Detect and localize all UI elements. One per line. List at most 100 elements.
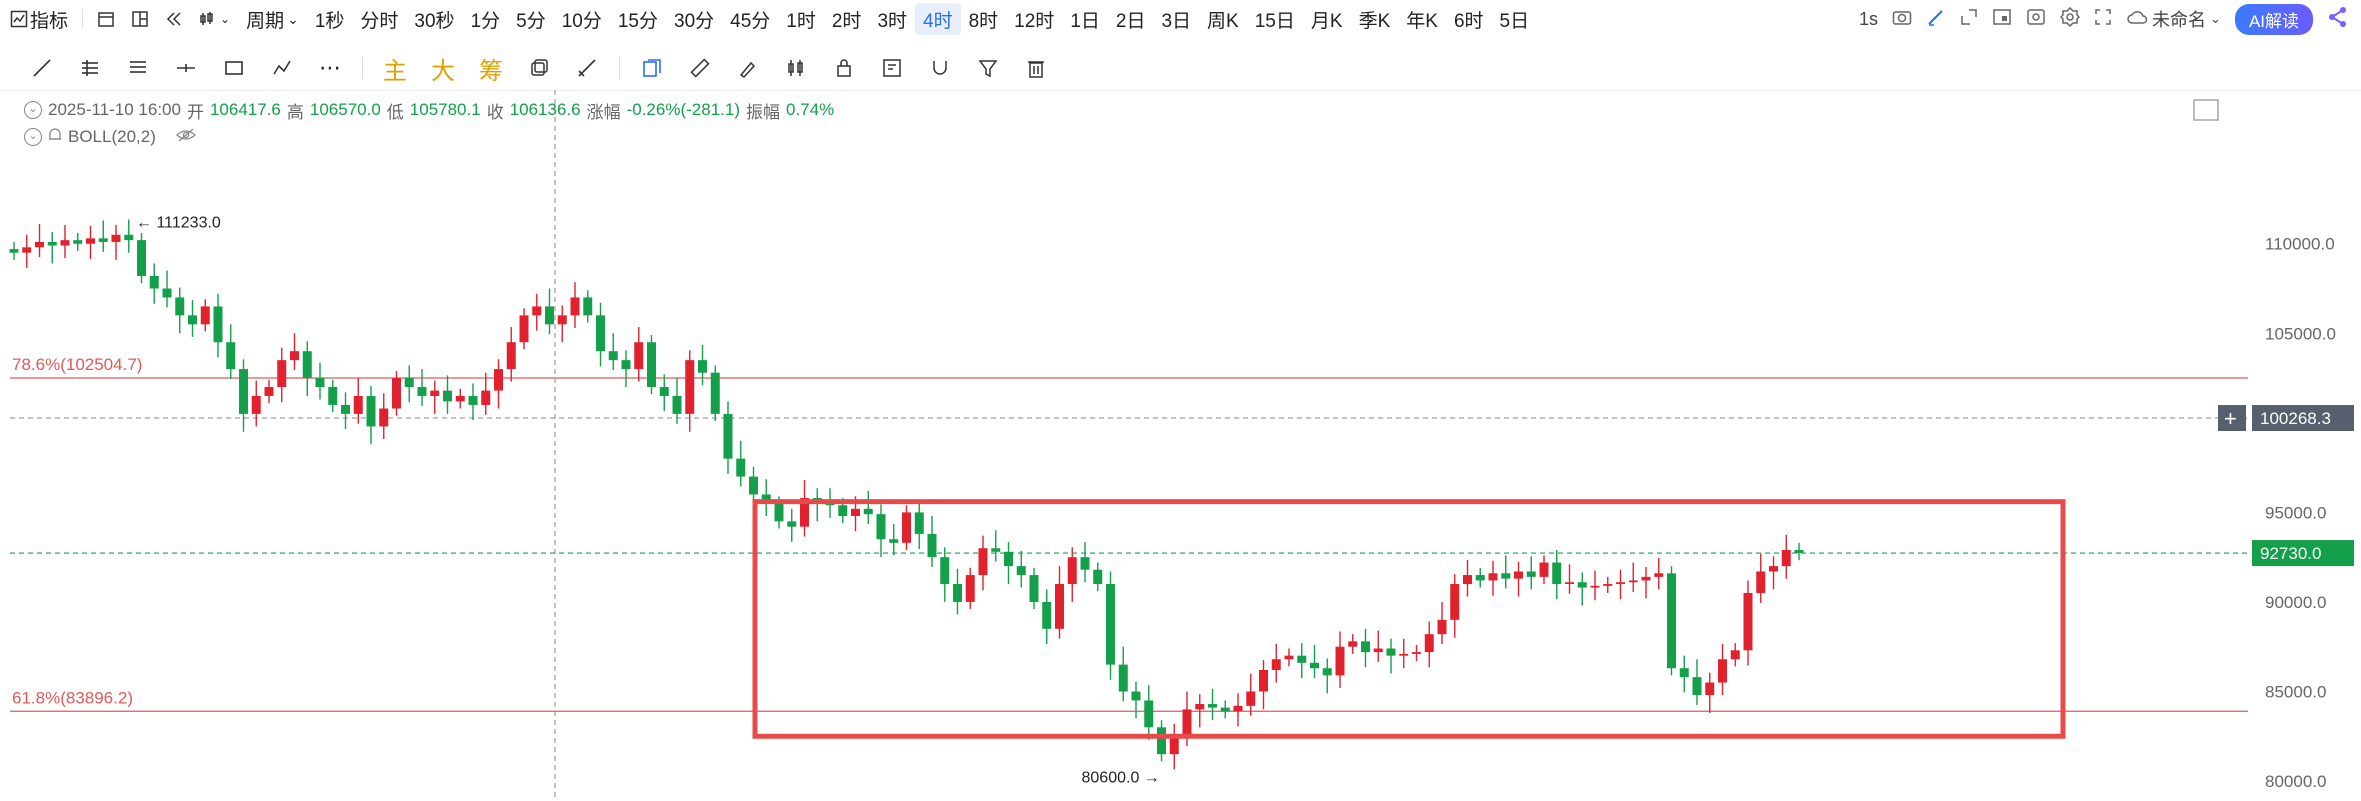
filter-icon[interactable] [964,50,1012,86]
candle-body [341,404,350,414]
candle-body [1016,566,1026,576]
indicator-button[interactable]: 指标 [0,0,76,38]
period-tab[interactable]: 2时 [831,10,862,32]
ohlc-icon[interactable] [772,50,820,86]
chart-expand-icon [2193,99,2219,121]
period-tab[interactable]: 周K [1207,10,1239,32]
candle-body [927,533,937,558]
candle-body [494,369,503,391]
candlestick-chart[interactable]: 110000.0105000.0100000.095000.090000.085… [0,90,2361,801]
compare-icon[interactable] [1992,8,2012,31]
magnet-icon[interactable] [916,50,964,86]
chip-distribution-toggle[interactable]: 筹 [479,57,503,85]
period-dropdown[interactable]: 周期 ⌄ [238,0,307,38]
candle-body [851,508,860,516]
candle-body [647,342,656,388]
parallel-channel-icon[interactable] [66,50,114,86]
candle-body [1565,582,1574,585]
divider [82,9,84,29]
candle-body [1195,704,1205,710]
more-tools-icon[interactable]: ⋯ [319,55,341,80]
period-tab[interactable]: 12时 [1014,10,1055,32]
horizontal-line-icon[interactable] [162,50,210,86]
candle-body [175,297,185,316]
period-tab[interactable]: 3日 [1161,10,1192,32]
candle-body [545,306,554,325]
layers-icon[interactable] [628,50,676,86]
trash-icon[interactable] [1012,50,1060,86]
fullscreen-icon[interactable] [2094,8,2112,31]
crosshair-price-tag [2252,405,2354,432]
cloud-save-dropdown[interactable]: 未命名 ⌄ [2126,6,2221,32]
annotation-rectangle [752,499,2066,739]
collapse-icon[interactable]: ⌄ [24,128,42,146]
candle-body [468,395,478,405]
candle-body [1361,641,1370,653]
share-icon[interactable] [2327,6,2349,33]
period-tab[interactable]: 分时 [360,10,399,32]
candle-body [991,548,1001,552]
period-tab[interactable]: 45分 [730,10,771,32]
draw-pen-icon[interactable] [1926,7,1946,32]
period-tab[interactable]: 年K [1406,10,1438,32]
period-tab[interactable]: 30分 [674,10,715,32]
measure-icon[interactable] [563,50,611,86]
current-price-label: 92730.0 [2260,544,2321,563]
period-tab[interactable]: 1时 [786,10,816,32]
candle-body [978,548,988,576]
candle-body [213,306,223,343]
period-tab[interactable]: 15分 [617,10,658,32]
ruler-icon[interactable] [676,50,724,86]
expand-icon[interactable] [1960,8,1978,31]
replay-icon[interactable] [157,0,191,38]
period-tab[interactable]: 5日 [1499,10,1530,32]
open-label: 开 [186,102,204,122]
period-tab[interactable]: 4时 [915,3,961,35]
crosshair-price-label: 100268.3 [2260,409,2331,428]
path-tool-icon[interactable] [258,50,306,86]
screenshot-icon[interactable] [2026,8,2046,31]
candle-body [239,369,248,414]
brush-icon[interactable] [724,50,772,86]
candle-body [111,234,121,242]
chart-type-icon[interactable]: ⌄ [191,0,238,38]
candle-body [1654,573,1664,577]
copy-drawing-icon[interactable] [515,50,563,86]
period-tab[interactable]: 3时 [877,10,908,32]
interval-label[interactable]: 1s [1859,8,1879,29]
candle-body [1616,582,1625,585]
period-tab[interactable]: 季K [1358,10,1391,32]
ai-analysis-button[interactable]: AI解读 [2234,3,2313,35]
period-tab[interactable]: 1日 [1070,10,1100,32]
period-tab[interactable]: 30秒 [414,10,455,32]
period-tab[interactable]: 10分 [561,10,602,32]
camera-icon[interactable] [1892,8,1912,31]
period-tab[interactable]: 5分 [516,10,546,32]
main-chart-toggle[interactable]: 主 [383,57,407,85]
candle-body [621,360,631,370]
fib-retracement-icon[interactable] [114,50,162,86]
period-tab[interactable]: 1秒 [314,10,345,32]
lock-icon[interactable] [820,50,868,86]
rectangle-icon[interactable] [210,50,258,86]
period-tab[interactable]: 8时 [968,10,999,32]
period-tab[interactable]: 15日 [1254,10,1295,32]
settings-gear-icon[interactable] [2059,6,2081,32]
period-tab[interactable]: 1分 [470,10,501,32]
period-tab[interactable]: 2日 [1115,10,1146,32]
candle-body [506,342,516,370]
calendar-icon[interactable] [89,0,123,38]
bell-icon[interactable] [48,127,62,148]
layout-icon[interactable] [123,0,157,38]
layout-name: 未命名 [2152,10,2207,30]
candle-body [672,395,682,414]
eye-hidden-icon[interactable] [175,127,196,147]
trend-line-icon[interactable] [18,50,66,86]
candle-body [659,387,669,396]
period-tab[interactable]: 6时 [1453,10,1484,32]
collapse-icon[interactable]: ⌄ [24,101,42,119]
candle-body [124,234,134,241]
note-icon[interactable] [868,50,916,86]
big-order-toggle[interactable]: 大 [431,57,455,85]
period-tab[interactable]: 月K [1310,10,1343,32]
